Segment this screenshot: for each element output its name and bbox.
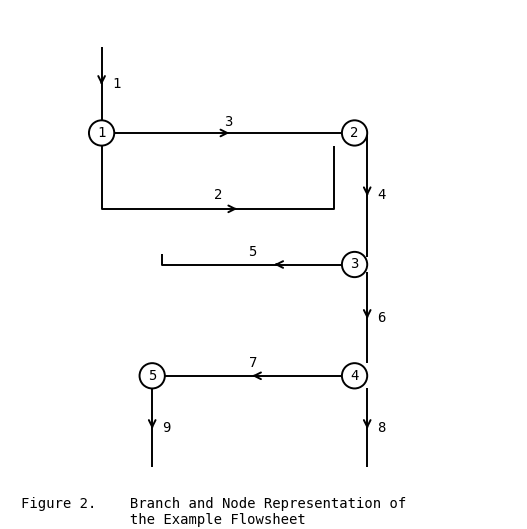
- Circle shape: [342, 120, 367, 145]
- Text: 3: 3: [224, 115, 232, 129]
- Text: 2: 2: [350, 126, 359, 140]
- Text: 9: 9: [162, 421, 171, 435]
- Text: 2: 2: [214, 188, 222, 202]
- Text: 3: 3: [350, 258, 359, 271]
- Text: 7: 7: [249, 356, 258, 370]
- Circle shape: [342, 363, 367, 388]
- Text: 5: 5: [248, 245, 256, 259]
- Text: Figure 2.    Branch and Node Representation of
             the Example Flowshee: Figure 2. Branch and Node Representation…: [21, 497, 406, 527]
- Text: 4: 4: [377, 188, 386, 202]
- Circle shape: [140, 363, 165, 388]
- Text: 4: 4: [350, 369, 359, 383]
- Circle shape: [342, 252, 367, 277]
- Text: 6: 6: [377, 311, 386, 325]
- Text: 5: 5: [148, 369, 157, 383]
- Circle shape: [89, 120, 114, 145]
- Text: 8: 8: [377, 421, 386, 435]
- Text: 1: 1: [97, 126, 106, 140]
- Text: 1: 1: [113, 77, 121, 90]
